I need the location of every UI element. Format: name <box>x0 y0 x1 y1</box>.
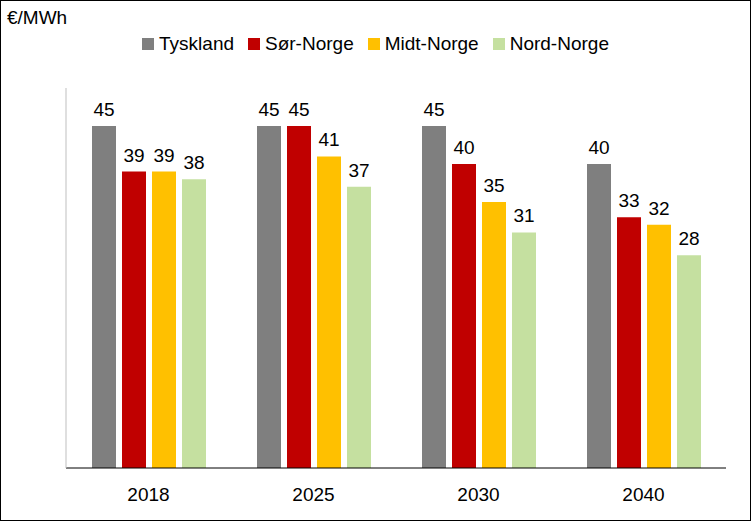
svg-text:2030: 2030 <box>457 484 499 505</box>
svg-text:39: 39 <box>153 145 174 166</box>
svg-text:2025: 2025 <box>292 484 334 505</box>
html-text:Tyskland: Tyskland <box>159 33 234 54</box>
svg-text:45: 45 <box>93 99 114 120</box>
svg-text:37: 37 <box>348 160 369 181</box>
html-text:Midt-Norge: Midt-Norge <box>384 33 479 54</box>
html-text:€/MWh: €/MWh <box>7 7 68 28</box>
svg-text:31: 31 <box>513 205 534 226</box>
svg-text:45: 45 <box>288 99 309 120</box>
svg-text:33: 33 <box>618 190 639 211</box>
svg-text:45: 45 <box>423 99 444 120</box>
svg-text:38: 38 <box>183 152 204 173</box>
html-text:Nord-Norge: Nord-Norge <box>509 33 609 54</box>
svg-text:2018: 2018 <box>127 484 169 505</box>
svg-text:45: 45 <box>258 99 279 120</box>
svg-text:35: 35 <box>483 175 504 196</box>
svg-text:2040: 2040 <box>622 484 664 505</box>
svg-text:41: 41 <box>318 129 339 150</box>
svg-text:28: 28 <box>678 228 699 249</box>
svg-text:40: 40 <box>588 137 609 158</box>
svg-text:32: 32 <box>648 198 669 219</box>
svg-text:39: 39 <box>123 145 144 166</box>
svg-text:40: 40 <box>453 137 474 158</box>
html-text:Sør-Norge: Sør-Norge <box>265 33 354 54</box>
